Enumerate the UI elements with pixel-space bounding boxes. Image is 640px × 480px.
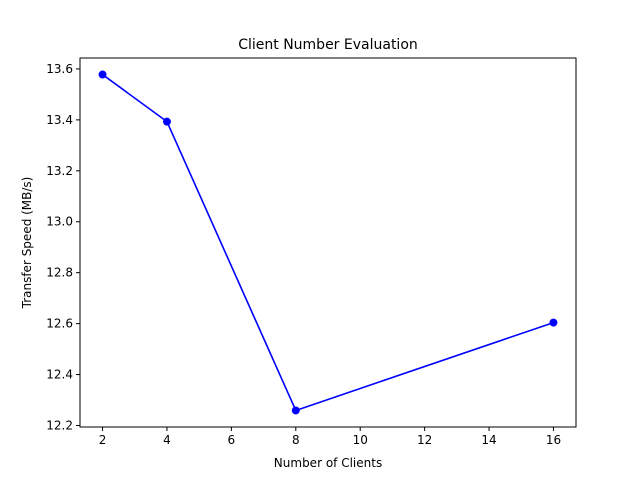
y-tick-label: 12.6 — [46, 317, 73, 331]
y-tick-label: 13.0 — [46, 215, 73, 229]
x-tick-label: 2 — [99, 433, 107, 447]
y-tick-label: 13.4 — [46, 113, 73, 127]
y-tick-label: 12.2 — [46, 418, 73, 432]
x-tick-label: 6 — [228, 433, 236, 447]
x-axis-label: Number of Clients — [274, 456, 382, 470]
y-axis-label: Transfer Speed (MB/s) — [20, 177, 34, 310]
x-tick-label: 4 — [163, 433, 171, 447]
data-point — [162, 117, 171, 126]
data-point — [549, 318, 558, 327]
series-line — [102, 73, 554, 412]
x-axis: 2 4 6 8 10 12 14 16 — [99, 427, 561, 447]
series-layer — [98, 70, 558, 415]
y-tick-label: 13.6 — [46, 62, 73, 76]
x-tick-label: 14 — [481, 433, 496, 447]
y-tick-label: 12.4 — [46, 368, 73, 382]
y-axis: 12.2 12.4 12.6 12.8 13.0 13.2 13.4 13.6 — [46, 62, 80, 432]
x-tick-label: 8 — [292, 433, 300, 447]
plot-frame — [79, 57, 577, 428]
x-tick-label: 12 — [417, 433, 432, 447]
chart-title: Client Number Evaluation — [238, 37, 418, 53]
y-tick-label: 12.8 — [46, 266, 73, 280]
x-tick-label: 10 — [353, 433, 368, 447]
x-tick-label: 16 — [546, 433, 561, 447]
data-point — [98, 70, 107, 79]
y-tick-label: 13.2 — [46, 164, 73, 178]
data-point — [291, 406, 300, 415]
plot-area — [79, 57, 577, 428]
